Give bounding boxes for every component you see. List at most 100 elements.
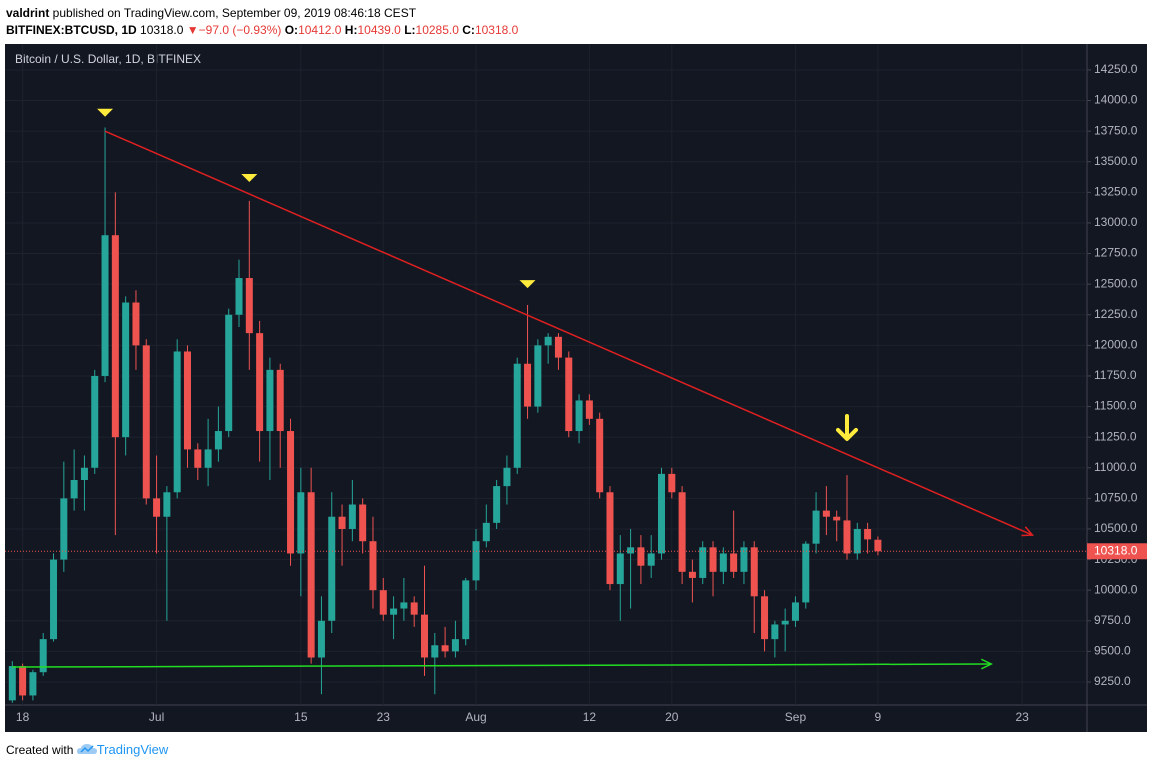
candle-body [276, 369, 284, 432]
chart-title: Bitcoin / U.S. Dollar, 1D, BITFINEX [15, 52, 201, 66]
candle-body [575, 400, 583, 432]
candle-body [451, 639, 459, 652]
candle-body [400, 602, 408, 609]
candle-body [606, 492, 614, 585]
candle-body [173, 351, 181, 493]
candle-body [29, 672, 37, 696]
candle-body [256, 333, 264, 432]
candle-body [627, 547, 635, 554]
candle-body [91, 375, 99, 468]
candle-body [420, 614, 428, 658]
trendline [12, 663, 992, 668]
x-tick-label: Jul [149, 710, 164, 724]
candle-body [761, 596, 769, 640]
ohlc-value: 10412.0 [298, 23, 342, 37]
candle-body [225, 314, 233, 432]
candle-body [80, 467, 88, 481]
candle-body [441, 645, 449, 652]
trendline-arrowhead [1021, 526, 1035, 537]
chart: Bitcoin / U.S. Dollar, 1D, BITFINEX 9250… [5, 44, 1147, 732]
candle-body [771, 624, 779, 640]
candle-body [101, 235, 109, 376]
peak-marker [241, 174, 258, 183]
y-tick-label: 13250.0 [1094, 185, 1138, 199]
candle-body [874, 539, 882, 552]
candle-body [348, 504, 356, 529]
candle-body [843, 520, 851, 554]
change: −97.0 (−0.93%) [198, 23, 282, 37]
candle-body [369, 541, 377, 591]
y-tick-label: 13750.0 [1094, 123, 1138, 137]
y-tick-label: 11750.0 [1094, 368, 1137, 382]
y-tick-label: 13000.0 [1094, 215, 1138, 229]
y-tick-label: 11000.0 [1094, 460, 1137, 474]
ohlc-key: O: [284, 23, 299, 37]
trendline [104, 130, 1033, 536]
y-tick-label: 14250.0 [1094, 62, 1138, 76]
ohlc-value: 10285.0 [415, 23, 459, 37]
x-tick-label: 23 [377, 710, 391, 724]
candle-body [462, 580, 470, 640]
candle-body [565, 357, 573, 432]
candle-body [39, 639, 47, 673]
candle-body [658, 473, 666, 554]
y-tick-label: 10500.0 [1094, 521, 1138, 535]
candle-body [297, 492, 305, 554]
candle-body [8, 666, 16, 701]
footer-brand[interactable]: TradingView [96, 742, 169, 757]
ohlc-value: 10318.0 [474, 23, 519, 37]
candle-body [60, 498, 68, 560]
candle-body [235, 278, 243, 315]
candle-body [730, 553, 738, 572]
candle-body [410, 602, 418, 615]
footer-text: Created with [6, 743, 74, 757]
y-tick-label: 12250.0 [1094, 307, 1138, 321]
candle-body [585, 400, 593, 419]
candle-body [524, 363, 532, 407]
candle-body [853, 528, 861, 554]
candle-body [709, 547, 717, 572]
candle-body [142, 345, 150, 499]
candle-body [812, 510, 820, 544]
x-tick-label: Sep [785, 710, 807, 724]
x-tick-label: 9 [875, 710, 882, 724]
candle-body [493, 486, 501, 523]
candle-body [431, 645, 439, 658]
candle-body [266, 369, 274, 432]
candle-body [245, 278, 253, 334]
candle-body [307, 492, 315, 658]
candle-body [204, 449, 212, 468]
candle-body [513, 363, 521, 468]
y-tick-label: 11250.0 [1094, 429, 1137, 443]
candle-body [688, 571, 696, 578]
candle-body [596, 418, 604, 493]
published: published on TradingView.com, September … [49, 6, 417, 20]
ohlc-key: L: [404, 23, 416, 37]
last-price-tag [1087, 543, 1147, 560]
x-tick-label: 20 [665, 710, 679, 724]
candle-body [699, 547, 707, 578]
y-tick-label: 12750.0 [1094, 246, 1138, 260]
arrow: ▼ [186, 23, 199, 37]
peak-marker [97, 108, 114, 117]
candle-body [379, 590, 387, 615]
y-tick-label: 11500.0 [1094, 399, 1137, 413]
y-tick-label: 10000.0 [1094, 582, 1138, 596]
down-arrow [835, 413, 858, 441]
candle-body [791, 602, 799, 621]
candle-body [472, 541, 480, 581]
last: 10318.0 [140, 23, 184, 37]
candle-body [864, 528, 872, 540]
publish-line: valdrint published on TradingView.com, S… [6, 6, 416, 20]
candle-body [50, 559, 58, 640]
peak-marker [519, 280, 536, 289]
publisher: valdrint [6, 6, 50, 20]
last-price-label: 10318.0 [1094, 543, 1138, 557]
ohlc-key: H: [344, 23, 358, 37]
candle-body [163, 492, 171, 517]
candle-body [317, 620, 325, 658]
symbol-line: BITFINEX:BTCUSD, 1D 10318.0 ▼−97.0 (−0.9… [6, 23, 518, 37]
candle-body [19, 666, 27, 696]
candle-body [637, 547, 645, 566]
